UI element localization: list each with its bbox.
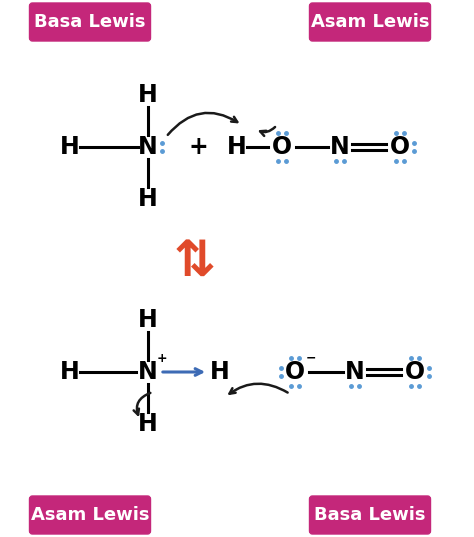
- FancyBboxPatch shape: [29, 3, 151, 41]
- Text: O: O: [272, 135, 292, 159]
- Text: H: H: [138, 83, 158, 107]
- FancyBboxPatch shape: [310, 496, 430, 534]
- Text: H: H: [138, 412, 158, 436]
- FancyBboxPatch shape: [29, 496, 151, 534]
- Text: H: H: [138, 187, 158, 211]
- Text: +: +: [188, 135, 208, 159]
- Text: O: O: [405, 360, 425, 384]
- FancyBboxPatch shape: [310, 3, 430, 41]
- Text: Asam Lewis: Asam Lewis: [31, 506, 149, 524]
- Text: ⇅: ⇅: [174, 238, 216, 286]
- Text: Basa Lewis: Basa Lewis: [314, 506, 426, 524]
- Text: O: O: [285, 360, 305, 384]
- Text: N: N: [138, 135, 158, 159]
- Text: O: O: [390, 135, 410, 159]
- Text: −: −: [306, 352, 316, 365]
- Text: H: H: [210, 360, 230, 384]
- Text: N: N: [345, 360, 365, 384]
- Text: N: N: [138, 360, 158, 384]
- Text: H: H: [227, 135, 247, 159]
- Text: +: +: [157, 352, 167, 365]
- Text: H: H: [138, 308, 158, 332]
- Text: Basa Lewis: Basa Lewis: [34, 13, 146, 31]
- Text: Asam Lewis: Asam Lewis: [311, 13, 429, 31]
- Text: H: H: [60, 360, 80, 384]
- Text: N: N: [330, 135, 350, 159]
- Text: H: H: [60, 135, 80, 159]
